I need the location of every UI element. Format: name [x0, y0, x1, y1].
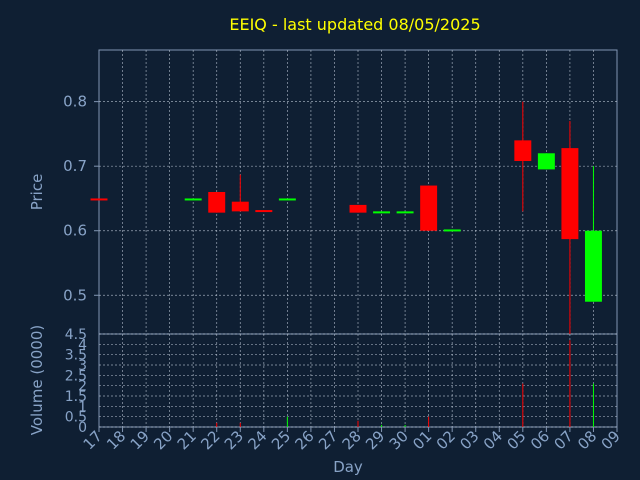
volume-bars — [216, 340, 594, 427]
volume-axis-label: Volume (0000) — [28, 325, 46, 435]
candle-body — [561, 148, 579, 240]
day-tick-label: 07 — [551, 427, 577, 453]
volume-tick-label: 4 — [78, 337, 87, 353]
candle-body — [420, 185, 438, 231]
candle-body — [396, 211, 414, 214]
volume-tick-label: 3.5 — [65, 348, 87, 364]
x-axis-label: Day — [333, 458, 363, 476]
candle-body — [514, 140, 532, 162]
day-tick-label: 08 — [574, 427, 600, 453]
candle-body — [208, 192, 226, 213]
price-tick-label: 0.7 — [63, 157, 87, 175]
day-tick-label: 06 — [527, 427, 553, 453]
day-tick-label: 02 — [433, 427, 459, 453]
day-tick-label: 05 — [503, 427, 529, 453]
day-tick-label: 18 — [103, 427, 129, 453]
chart-title: EEIQ - last updated 08/05/2025 — [229, 15, 480, 34]
day-tick-label: 28 — [339, 427, 365, 453]
candles — [90, 101, 602, 334]
candle-body — [537, 153, 555, 170]
day-tick-label: 26 — [292, 427, 318, 453]
day-tick-label: 24 — [244, 427, 270, 453]
day-tick-label: 30 — [386, 427, 412, 453]
price-axis-ticks: 0.5 0.6 0.7 0.8 — [63, 93, 99, 304]
volume-tick-label: 0.5 — [65, 410, 87, 426]
volume-tick-label: 4.5 — [65, 327, 87, 343]
day-tick-label: 21 — [174, 427, 200, 453]
volume-tick-label: 1 — [78, 399, 87, 415]
day-tick-label: 29 — [362, 427, 388, 453]
volume-tick-label: 2 — [78, 379, 87, 395]
day-tick-label: 04 — [480, 427, 506, 453]
price-tick-label: 0.5 — [63, 286, 87, 304]
day-tick-label: 20 — [150, 427, 176, 453]
day-tick-label: 22 — [197, 427, 223, 453]
day-tick-label: 25 — [268, 427, 294, 453]
candle-body — [443, 229, 461, 232]
day-axis-ticks: 1718192021222324252627282930010203040506… — [80, 427, 624, 453]
day-tick-label: 23 — [221, 427, 247, 453]
candle-body — [90, 198, 108, 201]
candle-body — [231, 201, 249, 212]
day-tick-label: 03 — [456, 427, 482, 453]
day-tick-label: 27 — [315, 427, 341, 453]
day-tick-label: 19 — [127, 427, 153, 453]
price-axis-label: Price — [28, 174, 46, 211]
price-tick-label: 0.8 — [63, 93, 87, 111]
candle-body — [184, 198, 202, 201]
volume-axis-ticks: 00.511.522.533.544.5 — [65, 327, 87, 436]
candle-body — [349, 204, 367, 213]
day-tick-label: 01 — [409, 427, 435, 453]
candle-body — [373, 211, 391, 214]
volume-tick-label: 2.5 — [65, 368, 87, 384]
volume-tick-label: 3 — [78, 358, 87, 374]
candle-body — [255, 210, 273, 213]
day-tick-label: 09 — [598, 427, 624, 453]
candle-body — [584, 230, 602, 302]
volume-tick-label: 1.5 — [65, 389, 87, 405]
volume-tick-label: 0 — [78, 420, 87, 436]
price-tick-label: 0.6 — [63, 222, 87, 240]
candle-body — [278, 198, 296, 201]
